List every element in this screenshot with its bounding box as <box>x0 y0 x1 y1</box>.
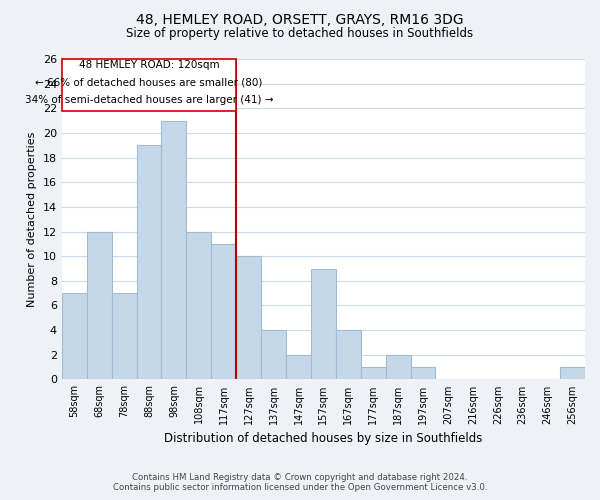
X-axis label: Distribution of detached houses by size in Southfields: Distribution of detached houses by size … <box>164 432 482 445</box>
Bar <box>560 367 585 380</box>
Bar <box>236 256 261 380</box>
Bar <box>336 330 361 380</box>
Bar <box>211 244 236 380</box>
Bar <box>386 355 410 380</box>
Text: ← 66% of detached houses are smaller (80): ← 66% of detached houses are smaller (80… <box>35 78 263 88</box>
Bar <box>62 293 86 380</box>
Text: 48, HEMLEY ROAD, ORSETT, GRAYS, RM16 3DG: 48, HEMLEY ROAD, ORSETT, GRAYS, RM16 3DG <box>136 12 464 26</box>
Bar <box>261 330 286 380</box>
Bar <box>311 268 336 380</box>
Bar <box>112 293 137 380</box>
Bar <box>286 355 311 380</box>
Bar <box>361 367 386 380</box>
Bar <box>137 146 161 380</box>
Bar <box>187 232 211 380</box>
Bar <box>410 367 436 380</box>
Text: 48 HEMLEY ROAD: 120sqm: 48 HEMLEY ROAD: 120sqm <box>79 60 219 70</box>
Text: Contains HM Land Registry data © Crown copyright and database right 2024.
Contai: Contains HM Land Registry data © Crown c… <box>113 473 487 492</box>
Y-axis label: Number of detached properties: Number of detached properties <box>27 132 37 307</box>
Text: Size of property relative to detached houses in Southfields: Size of property relative to detached ho… <box>127 28 473 40</box>
FancyBboxPatch shape <box>62 59 236 111</box>
Bar <box>161 120 187 380</box>
Bar <box>86 232 112 380</box>
Text: 34% of semi-detached houses are larger (41) →: 34% of semi-detached houses are larger (… <box>25 94 273 104</box>
